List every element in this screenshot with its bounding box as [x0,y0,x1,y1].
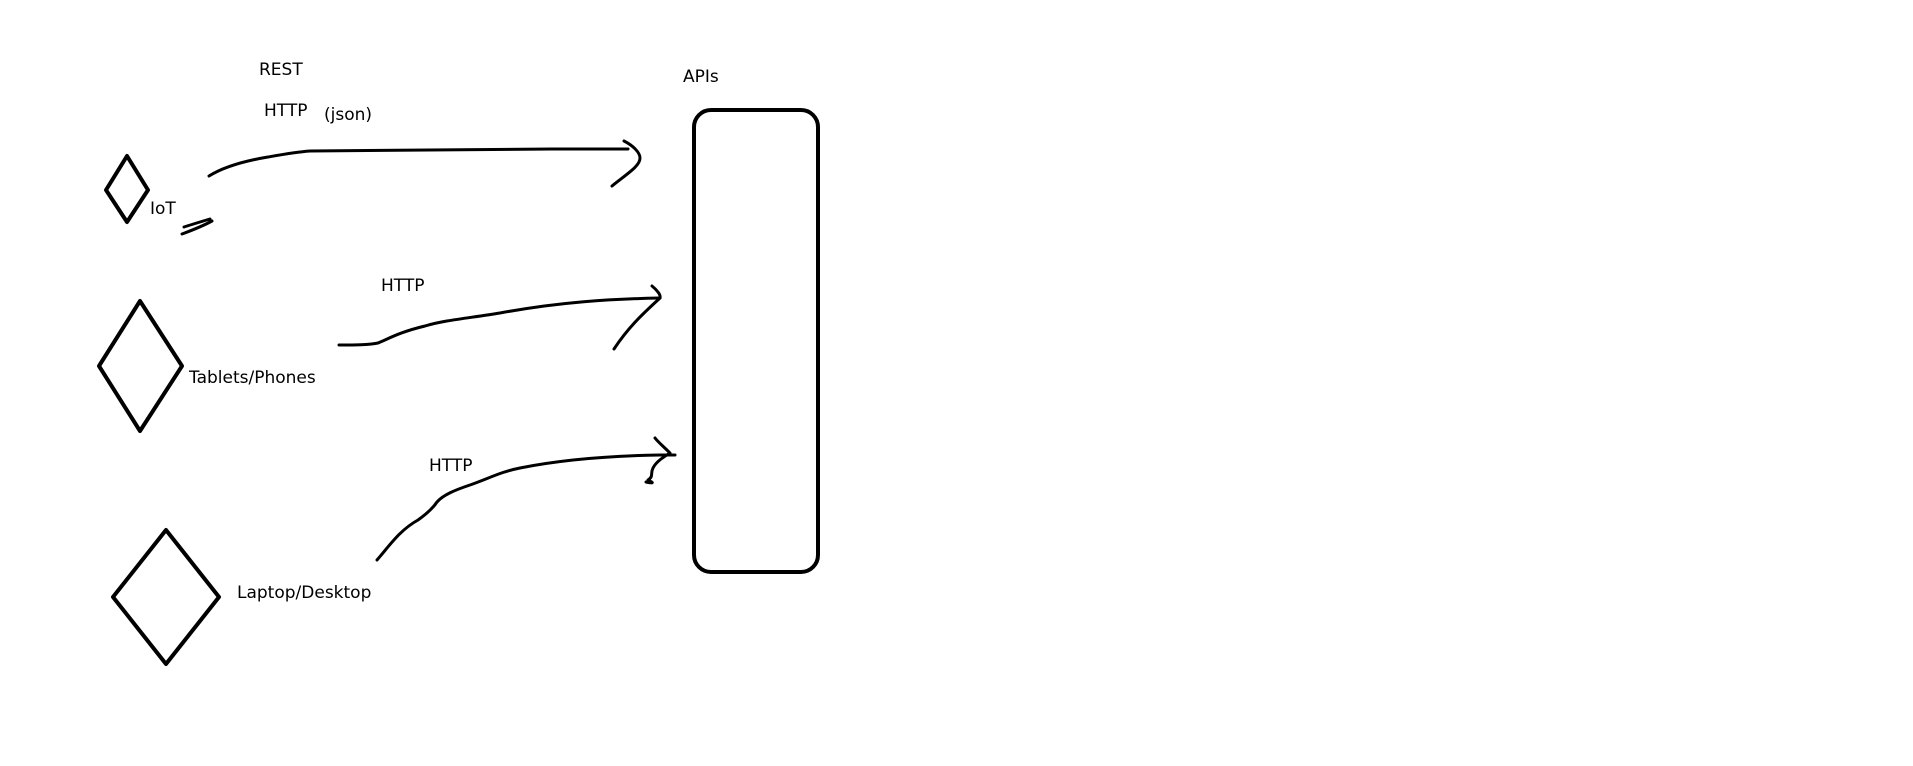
tablets-phones-label: Tablets/Phones [189,368,316,388]
apis-label: APIs [683,67,719,87]
laptop-desktop-arrow-line [375,453,677,562]
laptop-desktop-diamond [111,528,221,666]
iot-diamond [104,154,150,224]
http-label-top: HTTP [264,101,308,121]
iot-label: IoT [150,199,176,219]
json-label: (json) [324,105,373,125]
http-label-bottom: HTTP [429,456,473,476]
tablets-phones-arrow-head [612,284,662,351]
laptop-desktop-arrow-head [644,436,672,485]
tablets-phones-arrow-line [337,296,662,347]
iot-arrow-line [207,147,630,178]
tablets-phones-diamond [97,299,184,433]
api-box [692,108,820,574]
iot-signal-marks [180,217,214,236]
rest-label: REST [259,60,303,80]
iot-arrow-head [610,139,642,188]
http-label-middle: HTTP [381,276,425,296]
laptop-desktop-label: Laptop/Desktop [237,583,372,603]
